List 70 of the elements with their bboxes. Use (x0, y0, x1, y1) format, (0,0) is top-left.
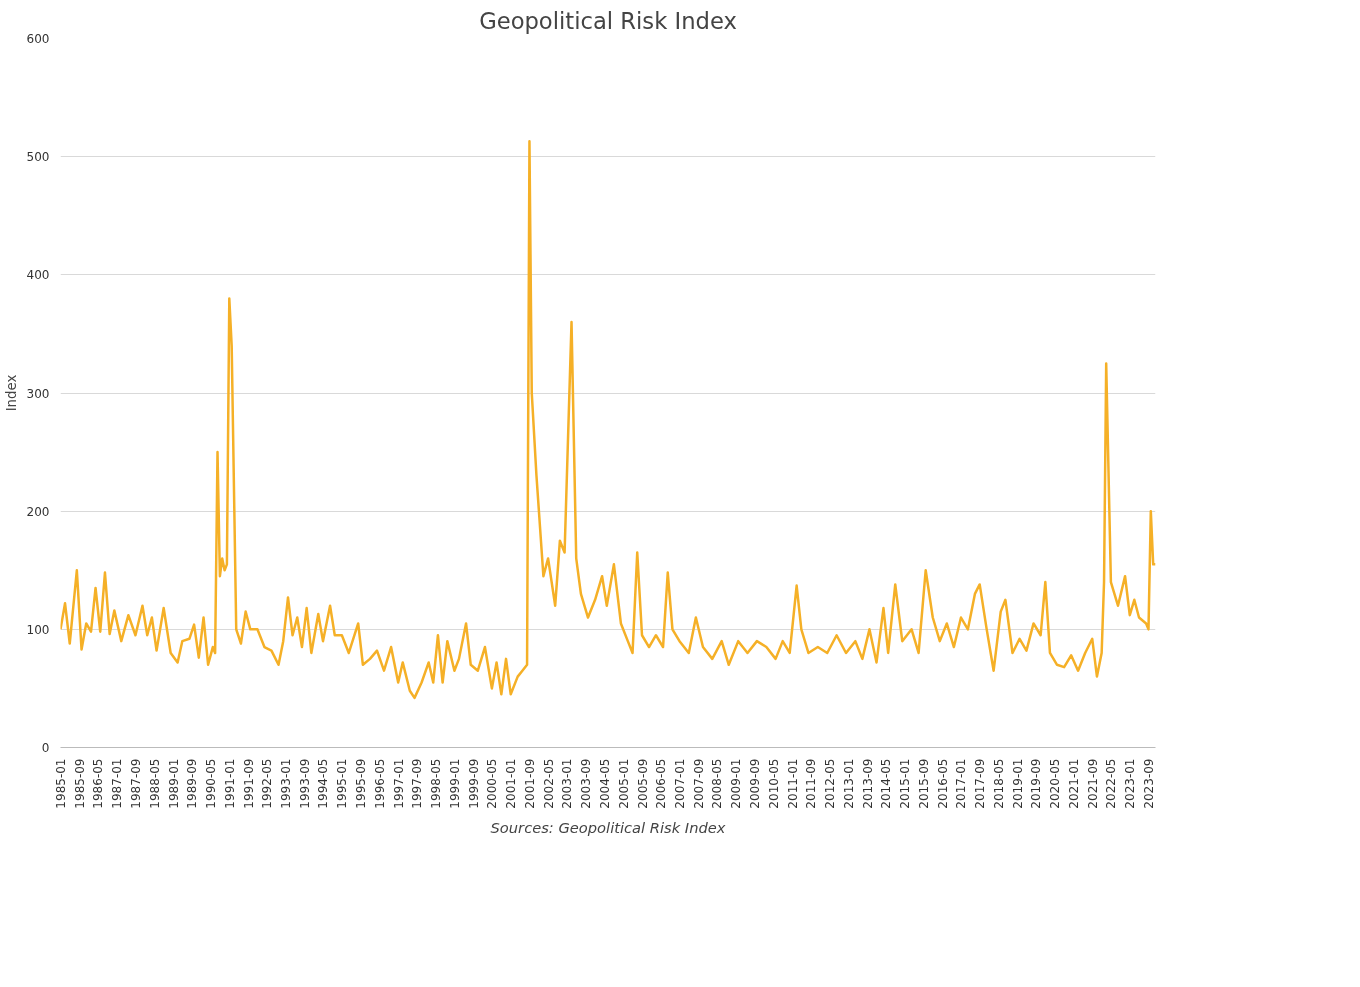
x-tick-label: 2013-01 (841, 758, 856, 809)
x-tick-label: 2017-09 (973, 758, 988, 809)
x-tick-label: 1987-09 (128, 758, 143, 809)
y-tick-label: 400 (26, 268, 50, 283)
x-tick-label: 2021-09 (1085, 758, 1100, 809)
x-tick-label: 2011-01 (785, 758, 800, 809)
x-tick-label: 2011-09 (804, 758, 819, 809)
source-note: Sources: Geopolitical Risk Index (490, 818, 726, 836)
x-tick-label: 1992-05 (260, 758, 275, 809)
y-tick-label: 200 (26, 504, 50, 519)
x-tick-label: 2010-05 (766, 758, 781, 809)
x-tick-label: 2017-01 (954, 758, 969, 809)
x-tick-label: 1995-01 (335, 758, 350, 809)
x-tick-label: 2002-05 (541, 758, 556, 809)
x-tick-label: 2004-05 (597, 758, 612, 809)
x-tick-label: 2019-01 (1010, 758, 1025, 809)
x-tick-label: 1999-09 (466, 758, 481, 809)
x-tick-label: 1986-05 (91, 758, 106, 809)
x-tick-label: 2001-09 (522, 758, 537, 809)
x-tick-label: 1998-05 (429, 758, 444, 809)
x-tick-label: 1994-05 (316, 758, 331, 809)
x-tick-label: 2013-09 (860, 758, 875, 809)
y-tick-label: 500 (26, 150, 50, 165)
x-tick-label: 2008-05 (710, 758, 725, 809)
x-tick-label: 2015-09 (916, 758, 931, 809)
x-tick-label: 2005-01 (616, 758, 631, 809)
line-series (60, 140, 1156, 700)
x-tick-label: 2007-09 (691, 758, 706, 809)
x-tick-label: 1985-09 (72, 758, 87, 809)
x-tick-label: 2005-09 (635, 758, 650, 809)
x-tick-label: 2000-05 (485, 758, 500, 809)
x-tick-label: 1995-09 (354, 758, 369, 809)
x-tick-label: 2021-01 (1067, 758, 1082, 809)
x-tick-label: 2018-05 (991, 758, 1006, 809)
chart-title: Geopolitical Risk Index (479, 7, 737, 34)
y-tick-label: 100 (26, 622, 50, 637)
x-tick-label: 1996-05 (372, 758, 387, 809)
x-tick-label: 2012-05 (823, 758, 838, 809)
x-tick-label: 1985-01 (54, 758, 68, 809)
y-tick-label: 300 (26, 386, 50, 401)
x-tick-label: 1989-09 (185, 758, 200, 809)
x-tick-label: 1990-05 (203, 758, 218, 809)
x-tick-label: 1993-01 (279, 758, 294, 809)
y-axis-title: Index (3, 374, 19, 412)
x-tick-label: 1997-09 (410, 758, 425, 809)
x-tick-label: 2015-01 (898, 758, 913, 809)
x-tick-label: 2023-01 (1123, 758, 1138, 809)
x-tick-label: 1989-01 (166, 758, 181, 809)
x-tick-label: 2009-01 (729, 758, 744, 809)
x-tick-label: 2001-01 (504, 758, 519, 809)
y-tick-label: 600 (26, 32, 50, 46)
x-tick-label: 1991-01 (222, 758, 237, 809)
x-tick-label: 2023-09 (1141, 758, 1156, 809)
x-tick-label: 1997-01 (391, 758, 406, 809)
x-tick-label: 1993-09 (297, 758, 312, 809)
x-tick-label: 2003-09 (579, 758, 594, 809)
x-tick-label: 1991-09 (241, 758, 256, 809)
x-tick-label: 2003-01 (560, 758, 575, 809)
x-tick-label: 2022-05 (1104, 758, 1119, 809)
x-tick-label: 2014-05 (879, 758, 894, 809)
x-tick-label: 2016-05 (935, 758, 950, 809)
y-tick-label: 0 (41, 741, 50, 755)
x-tick-label: 2020-05 (1048, 758, 1063, 809)
x-tick-label: 2009-09 (748, 758, 763, 809)
x-tick-label: 2007-01 (673, 758, 688, 809)
x-tick-label: 2006-05 (654, 758, 669, 809)
x-tick-label: 1988-05 (147, 758, 162, 809)
x-tick-label: 1987-01 (110, 758, 125, 809)
x-tick-label: 1999-01 (447, 758, 462, 809)
x-tick-label: 2019-09 (1029, 758, 1044, 809)
